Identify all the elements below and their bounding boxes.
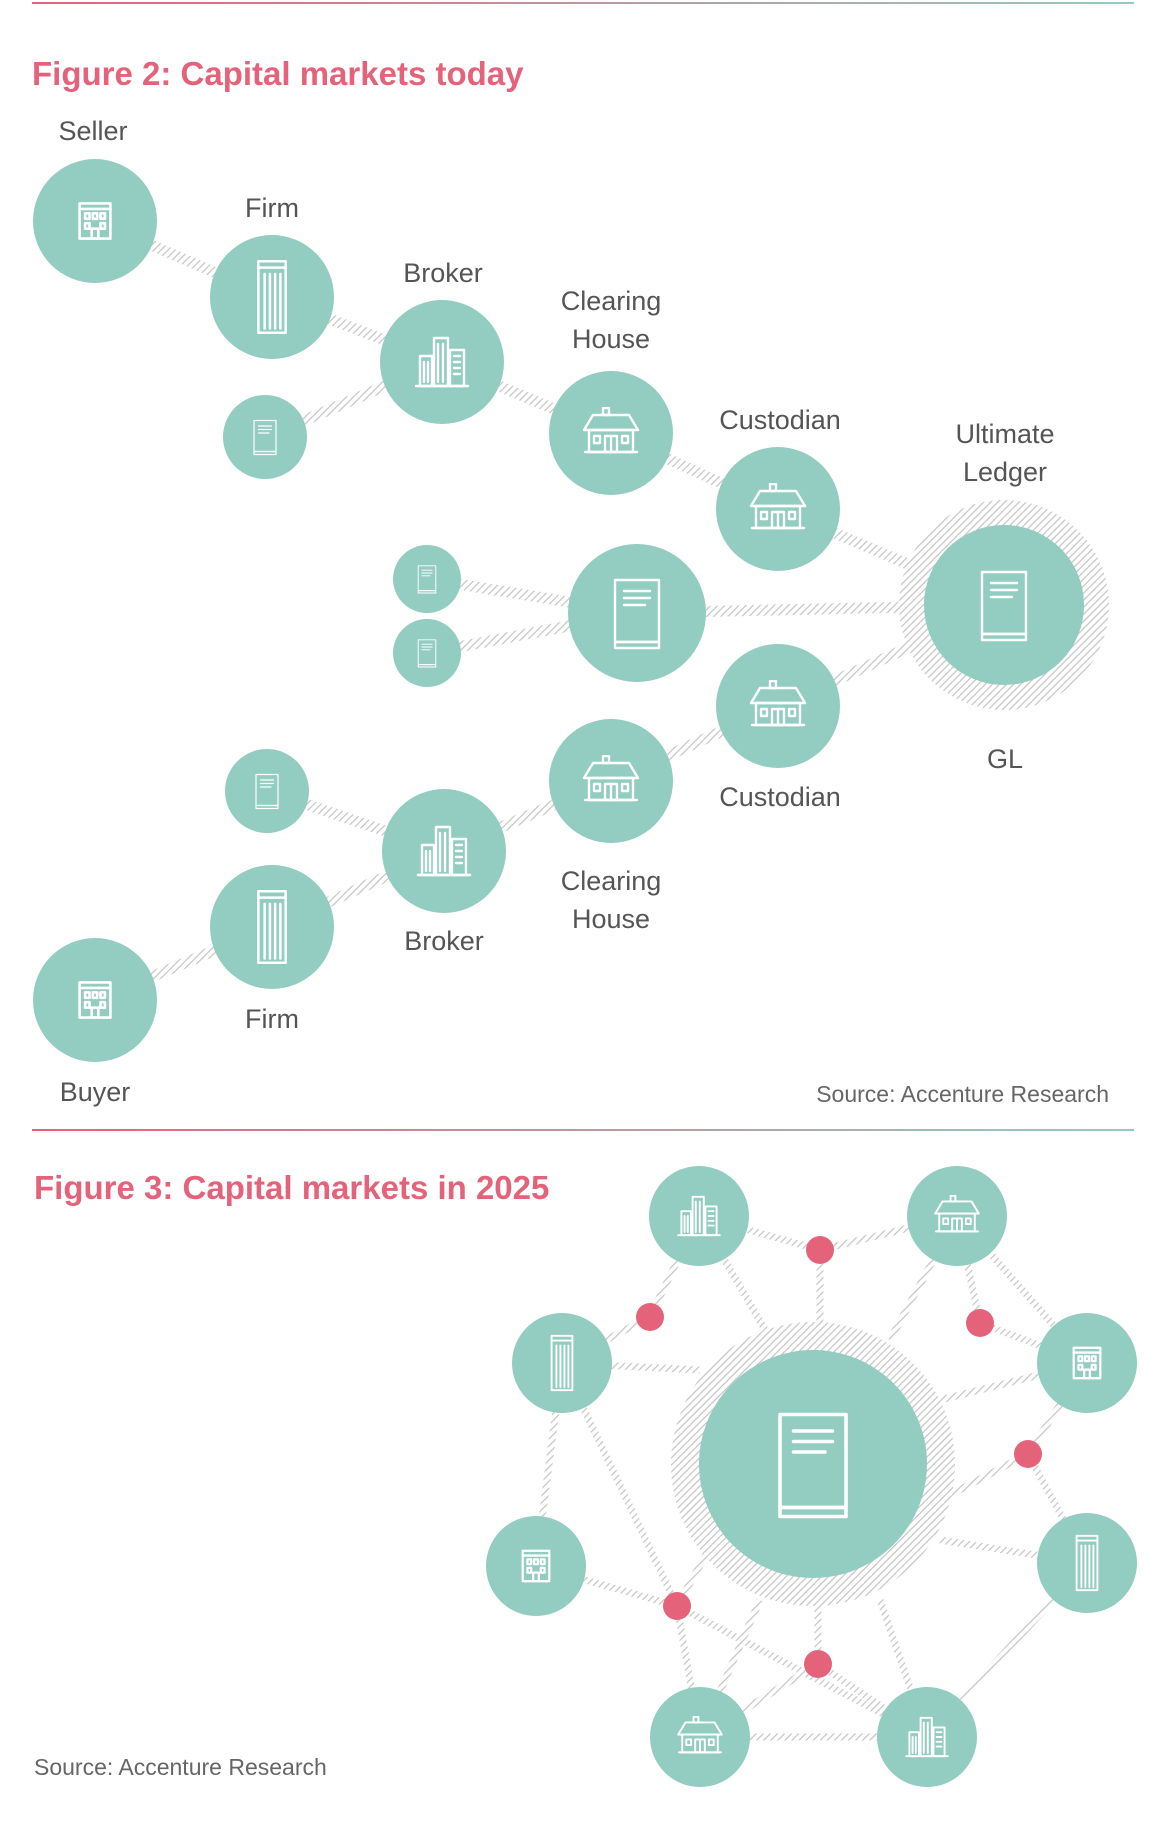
figure2-title: Figure 2: Capital markets today: [32, 55, 524, 92]
label-custodian-bottom: Custodian: [719, 782, 841, 812]
junction-dot: [1014, 1440, 1042, 1468]
node-small-document-bottom: [225, 749, 309, 833]
label-seller: Seller: [58, 116, 127, 146]
node-custodian-bottom: [716, 644, 840, 768]
node-broker-bottom: [382, 789, 506, 913]
node-small-document-mid-2: [393, 619, 461, 687]
node-firm-bottom: [210, 865, 334, 989]
label-custodian-top: Custodian: [719, 405, 841, 435]
node-2025-firm-right: [1037, 1513, 1137, 1613]
junction-dot: [806, 1236, 834, 1264]
node-buyer: [33, 938, 157, 1062]
label-gl: GL: [987, 744, 1023, 774]
node-firm-top: [210, 235, 334, 359]
node-clearing-house-bottom: [549, 719, 673, 843]
node-custodian-top: [716, 447, 840, 571]
label-clearing-house-top-line2: House: [572, 324, 650, 354]
label-clearing-house-bottom-line2: House: [572, 904, 650, 934]
label-ultimate-ledger-line2: Ledger: [963, 457, 1047, 487]
node-broker-top: [380, 300, 504, 424]
label-firm-top: Firm: [245, 193, 299, 223]
figure3-title: Figure 3: Capital markets in 2025: [34, 1169, 549, 1206]
node-2025-house-bottom: [650, 1687, 750, 1787]
node-book-mid: [568, 544, 706, 682]
label-ultimate-ledger-line1: Ultimate: [955, 419, 1054, 449]
middle-divider: [32, 1129, 1134, 1131]
top-divider: [32, 2, 1134, 4]
junction-dot: [663, 1592, 691, 1620]
label-broker-top: Broker: [403, 258, 483, 288]
node-2025-firm-left: [512, 1313, 612, 1413]
node-small-document-mid-1: [393, 545, 461, 613]
node-2025-house-top: [907, 1166, 1007, 1266]
figure3-junction-dots: [636, 1236, 1042, 1678]
node-2025-office-right: [1037, 1313, 1137, 1413]
node-seller: [33, 159, 157, 283]
label-firm-bottom: Firm: [245, 1004, 299, 1034]
figure2-source: Source: Accenture Research: [816, 1081, 1109, 1107]
node-2025-broker-bottom: [877, 1687, 977, 1787]
node-2025-office-left: [486, 1516, 586, 1616]
label-broker-bottom: Broker: [404, 926, 484, 956]
figure3-source: Source: Accenture Research: [34, 1754, 327, 1780]
node-ultimate-ledger: [924, 525, 1084, 685]
label-clearing-house-top-line1: Clearing: [561, 286, 662, 316]
junction-dot: [636, 1303, 664, 1331]
junction-dot: [966, 1309, 994, 1337]
label-buyer: Buyer: [60, 1077, 131, 1107]
node-2025-broker-top: [649, 1166, 749, 1266]
label-clearing-house-bottom-line1: Clearing: [561, 866, 662, 896]
node-central-ledger: [699, 1350, 927, 1578]
node-clearing-house-top: [549, 371, 673, 495]
node-small-document-top: [223, 395, 307, 479]
junction-dot: [804, 1650, 832, 1678]
